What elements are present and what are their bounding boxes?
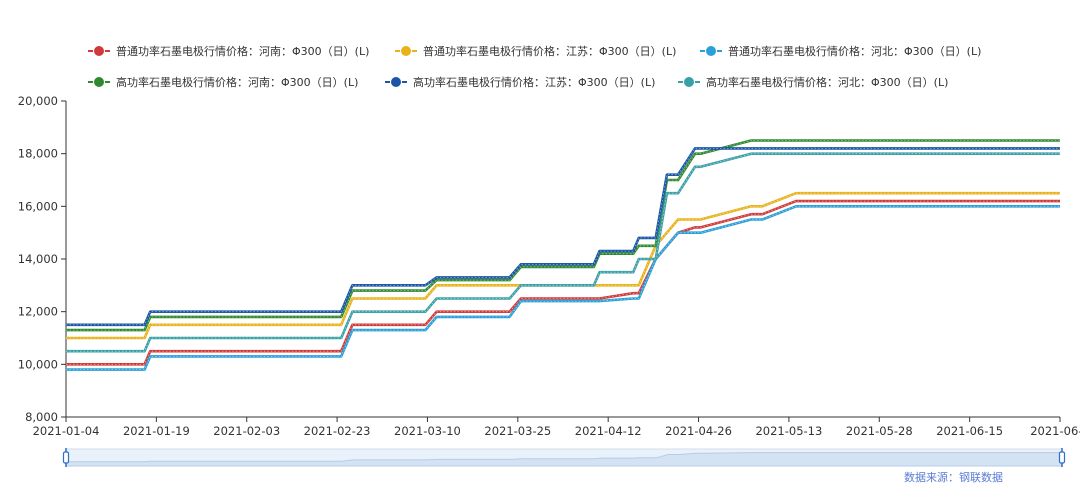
plot-area (66, 139, 1060, 371)
series-line-4 (66, 147, 1060, 327)
x-tick-label: 2021-02-03 (213, 424, 280, 438)
series-line-5 (66, 152, 1060, 353)
x-tick-label: 2021-03-25 (484, 424, 551, 438)
legend-label: 普通功率石墨电极行情价格：江苏：Φ300（日）(L) (423, 44, 676, 58)
x-tick-label: 2021-01-19 (123, 424, 190, 438)
series-line-0 (66, 199, 1060, 366)
data-zoom-slider[interactable] (62, 448, 1066, 467)
x-tick-label: 2021-05-28 (846, 424, 913, 438)
y-tick-label: 8,000 (25, 410, 58, 424)
legend-dot-icon (93, 45, 105, 57)
y-tick-label: 12,000 (18, 305, 58, 319)
y-tick-label: 16,000 (18, 199, 58, 213)
series-line-2 (66, 205, 1060, 371)
legend-dot-icon (683, 76, 695, 88)
slider-handle-left[interactable] (62, 448, 70, 467)
x-tick-label: 2021-01-04 (33, 424, 100, 438)
x-tick-label: 2021-06-15 (936, 424, 1003, 438)
legend-item[interactable]: 普通功率石墨电极行情价格：江苏：Φ300（日）(L) (395, 44, 676, 58)
legend-dot-icon (93, 76, 105, 88)
series-marker-dots-0 (66, 200, 1060, 365)
legend-item[interactable]: 高功率石墨电极行情价格：江苏：Φ300（日）(L) (385, 75, 655, 89)
legend-label: 普通功率石墨电极行情价格：河北：Φ300（日）(L) (728, 44, 981, 58)
legend-dot-icon (400, 45, 412, 57)
legend-item[interactable]: 高功率石墨电极行情价格：河南：Φ300（日）(L) (88, 75, 358, 89)
x-axis: 2021-01-04 2021-01-19 2021-02-03 2021-02-23… (33, 416, 1080, 438)
data-source-label: 数据来源：钢联数据 (904, 470, 1003, 484)
legend-label: 高功率石墨电极行情价格：河北：Φ300（日）(L) (706, 75, 948, 89)
legend-item[interactable]: 高功率石墨电极行情价格：河北：Φ300（日）(L) (678, 75, 948, 89)
y-tick-label: 20,000 (18, 94, 58, 108)
legend[interactable]: 普通功率石墨电极行情价格：河南：Φ300（日）(L) 普通功率石墨电极行情价格：江… (88, 44, 981, 89)
legend-item[interactable]: 普通功率石墨电极行情价格：河北：Φ300（日）(L) (700, 44, 981, 58)
series-marker-dots-3 (66, 140, 1060, 331)
x-tick-label: 2021-03-10 (394, 424, 461, 438)
legend-item[interactable]: 普通功率石墨电极行情价格：河南：Φ300（日）(L) (88, 44, 369, 58)
y-tick-label: 18,000 (18, 147, 58, 161)
series-marker-dots-2 (66, 205, 1060, 371)
x-tick-label: 2021-04-26 (665, 424, 732, 438)
x-tick-label: 2021-02-23 (304, 424, 371, 438)
y-tick-label: 10,000 (18, 357, 58, 371)
legend-dot-icon (705, 45, 717, 57)
y-axis: 20,000 18,000 16,000 14,000 12,000 10,000 8,00… (18, 94, 67, 424)
series-marker-dots-5 (66, 153, 1060, 352)
legend-label: 普通功率石墨电极行情价格：河南：Φ300（日）(L) (116, 44, 369, 58)
x-tick-label: 2021-06-3 (1030, 424, 1080, 438)
y-tick-label: 14,000 (18, 252, 58, 266)
slider-preview (65, 452, 1063, 467)
x-tick-label: 2021-04-12 (575, 424, 642, 438)
x-tick-label: 2021-05-13 (755, 424, 822, 438)
legend-dot-icon (390, 76, 402, 88)
series-marker-dots-1 (66, 192, 1060, 339)
legend-label: 高功率石墨电极行情价格：河南：Φ300（日）(L) (116, 75, 358, 89)
legend-label: 高功率石墨电极行情价格：江苏：Φ300（日）(L) (413, 75, 655, 89)
slider-handle-right[interactable] (1058, 448, 1066, 467)
